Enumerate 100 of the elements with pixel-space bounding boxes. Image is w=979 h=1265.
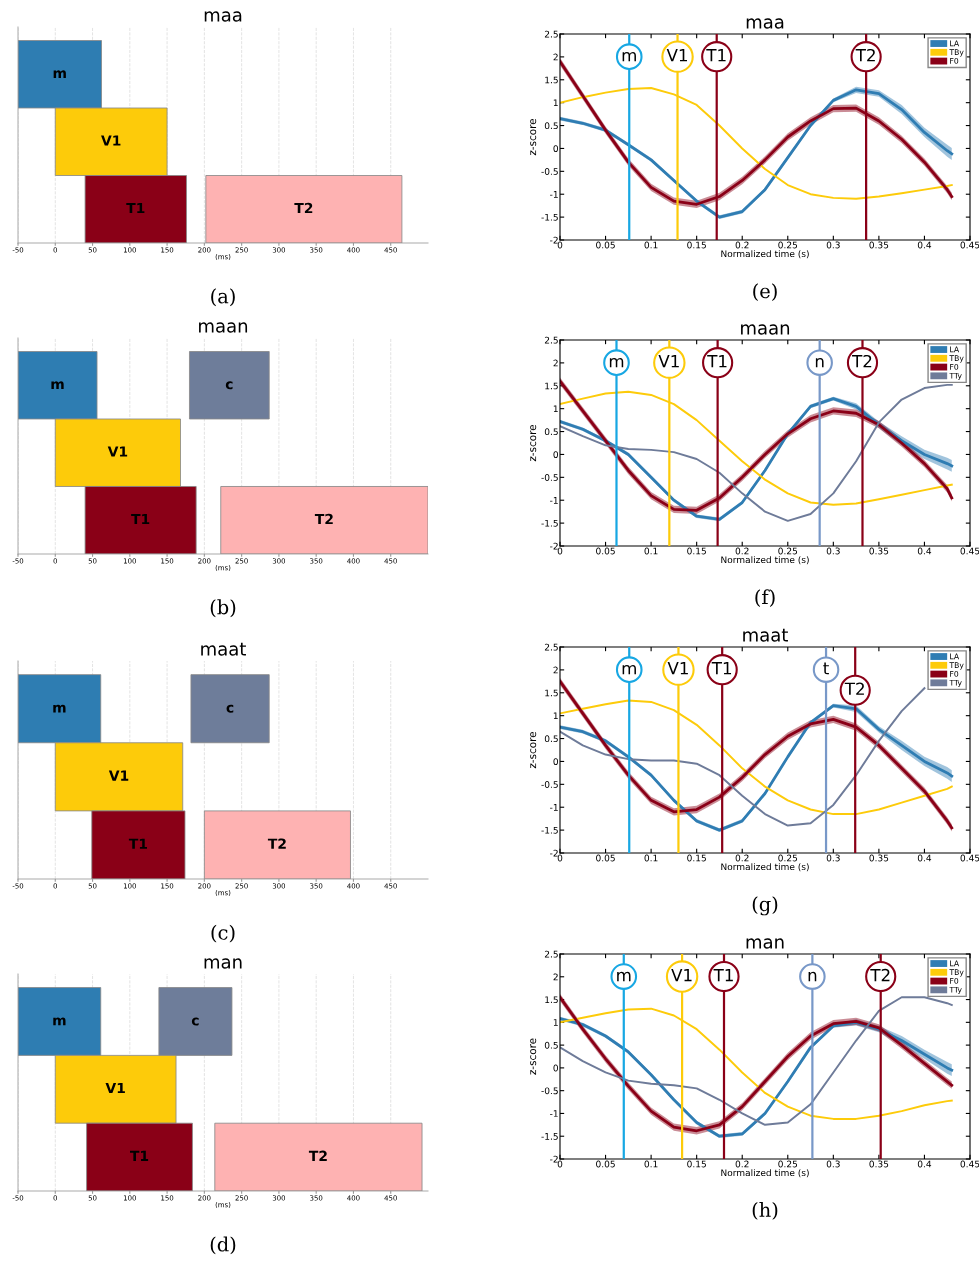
x-tick-label: 0.4 (917, 241, 932, 249)
chart-title: maa (204, 11, 242, 22)
y-tick-label: 2 (553, 53, 558, 61)
x-tick-label: 0.15 (687, 241, 706, 249)
chart-title: maan (199, 322, 248, 333)
chart-title: man (746, 938, 784, 949)
y-tick-label: 2 (553, 973, 558, 981)
y-tick-label: 1.5 (545, 689, 558, 697)
x-tick-label: 0.1 (644, 1160, 658, 1168)
series-label: V1 (108, 770, 129, 781)
y-tick-label: -1 (550, 191, 558, 198)
series-label: T1 (128, 838, 147, 849)
y-tick-label: -2 (550, 849, 558, 857)
y-tick-label: 0.5 (544, 1041, 558, 1049)
y-axis-title: z-score (530, 731, 537, 769)
x-tick-label: 0.4 (917, 547, 932, 555)
series-label: m (53, 704, 66, 713)
x-tick-label: 0.05 (596, 1160, 615, 1168)
chart-title: maat (743, 628, 788, 642)
y-tick-label: 1.5 (545, 382, 558, 390)
series-label: m (53, 1017, 66, 1026)
x-tick-label: 0.1 (644, 547, 658, 555)
x-tick-label: 0.05 (596, 854, 615, 862)
y-tick-label: -1 (550, 1110, 558, 1117)
series-label: T2 (308, 1150, 327, 1161)
ref-line-label: T2 (852, 354, 872, 368)
y-tick-label: 0.5 (544, 735, 558, 743)
x-tick-label: 0.4 (917, 854, 932, 862)
ref-line-label: V1 (667, 662, 688, 675)
y-tick-label: 0.5 (544, 428, 558, 436)
x-tick-label: 0.05 (596, 547, 615, 555)
y-tick-label: -2 (550, 542, 558, 550)
ref-line-label: n (815, 357, 824, 368)
y-tick-label: 2.5 (544, 643, 558, 651)
x-tick-label: 0.15 (687, 854, 706, 862)
y-tick-label: 2 (553, 359, 558, 367)
series-label: V1 (101, 135, 121, 146)
y-tick-label: -1.5 (541, 519, 558, 527)
x-tick-label: 0.35 (869, 241, 889, 249)
x-axis-title: Normalized time (s) (721, 1169, 809, 1178)
x-tick-label: 0.1 (644, 854, 658, 862)
ref-line-label: m (609, 357, 624, 368)
y-tick-label: -0.5 (541, 781, 558, 788)
series-label: c (226, 704, 234, 713)
x-tick-label: 0.15 (687, 1160, 706, 1168)
x-tick-label: 0.15 (687, 547, 706, 555)
y-tick-label: -1.5 (541, 213, 558, 221)
x-tick-label: 0.05 (596, 241, 615, 249)
y-axis-title: z-score (530, 424, 537, 462)
x-tick-label: 0.25 (778, 241, 798, 249)
y-tick-label: -2 (550, 236, 558, 244)
series-label: T2 (267, 838, 286, 849)
x-tick-label: 0.3 (826, 241, 840, 249)
x-axis-title: Normalized time (s) (721, 250, 809, 259)
y-tick-label: 1.5 (545, 76, 558, 84)
series-label: T1 (131, 513, 150, 525)
y-tick-label: 0.5 (544, 122, 558, 130)
ref-line-label: T1 (711, 662, 732, 675)
x-tick-label: 0.3 (826, 547, 840, 555)
series-label: c (225, 381, 233, 390)
chart-title: maat (201, 642, 246, 656)
x-tick-label: 0.45 (960, 547, 979, 555)
x-tick-label: 0.1 (644, 241, 658, 249)
series-label: V1 (105, 1082, 125, 1094)
y-tick-label: 1 (553, 1019, 558, 1026)
x-tick-label: 0.35 (869, 1160, 889, 1168)
x-tick-label: 0.2 (735, 547, 749, 555)
x-tick-label: 0.25 (778, 854, 798, 862)
y-tick-label: -0.5 (541, 1087, 558, 1095)
series-label: V1 (107, 446, 128, 457)
chart-title: man (204, 958, 242, 969)
ref-line-label: m (617, 971, 631, 982)
chart-title: maan (741, 324, 790, 335)
series-label: m (53, 70, 66, 79)
chart-title: maa (746, 18, 784, 29)
x-axis-title: Normalized time (s) (721, 863, 809, 872)
y-tick-label: 1.5 (545, 996, 558, 1004)
x-tick-label: 0.2 (735, 241, 749, 249)
ref-line-label: m (622, 51, 636, 62)
series-label: T2 (294, 202, 313, 214)
series-label: T1 (126, 202, 145, 214)
y-tick-label: 0 (553, 758, 559, 765)
x-tick-label: 0.25 (778, 1160, 798, 1168)
x-tick-label: 0.3 (826, 1160, 840, 1168)
text: (b) (210, 599, 236, 618)
y-tick-label: 0 (553, 145, 559, 152)
y-tick-label: -0.5 (541, 168, 558, 175)
y-axis-title: z-score (530, 1038, 537, 1075)
ref-line-label: T1 (713, 969, 733, 982)
ref-line-label: V1 (658, 355, 679, 368)
y-tick-label: -2 (550, 1155, 558, 1163)
ref-line-label: T1 (706, 49, 726, 62)
text: (f) (755, 589, 775, 608)
x-axis-title: Normalized time (s) (721, 556, 809, 565)
ref-line-label: V1 (666, 49, 687, 62)
x-tick-label: 0.2 (735, 1160, 749, 1168)
y-tick-label: -1 (550, 804, 558, 811)
y-tick-label: 1 (553, 99, 558, 107)
y-tick-label: 2 (553, 666, 558, 674)
x-tick-label: 0.35 (869, 547, 889, 555)
